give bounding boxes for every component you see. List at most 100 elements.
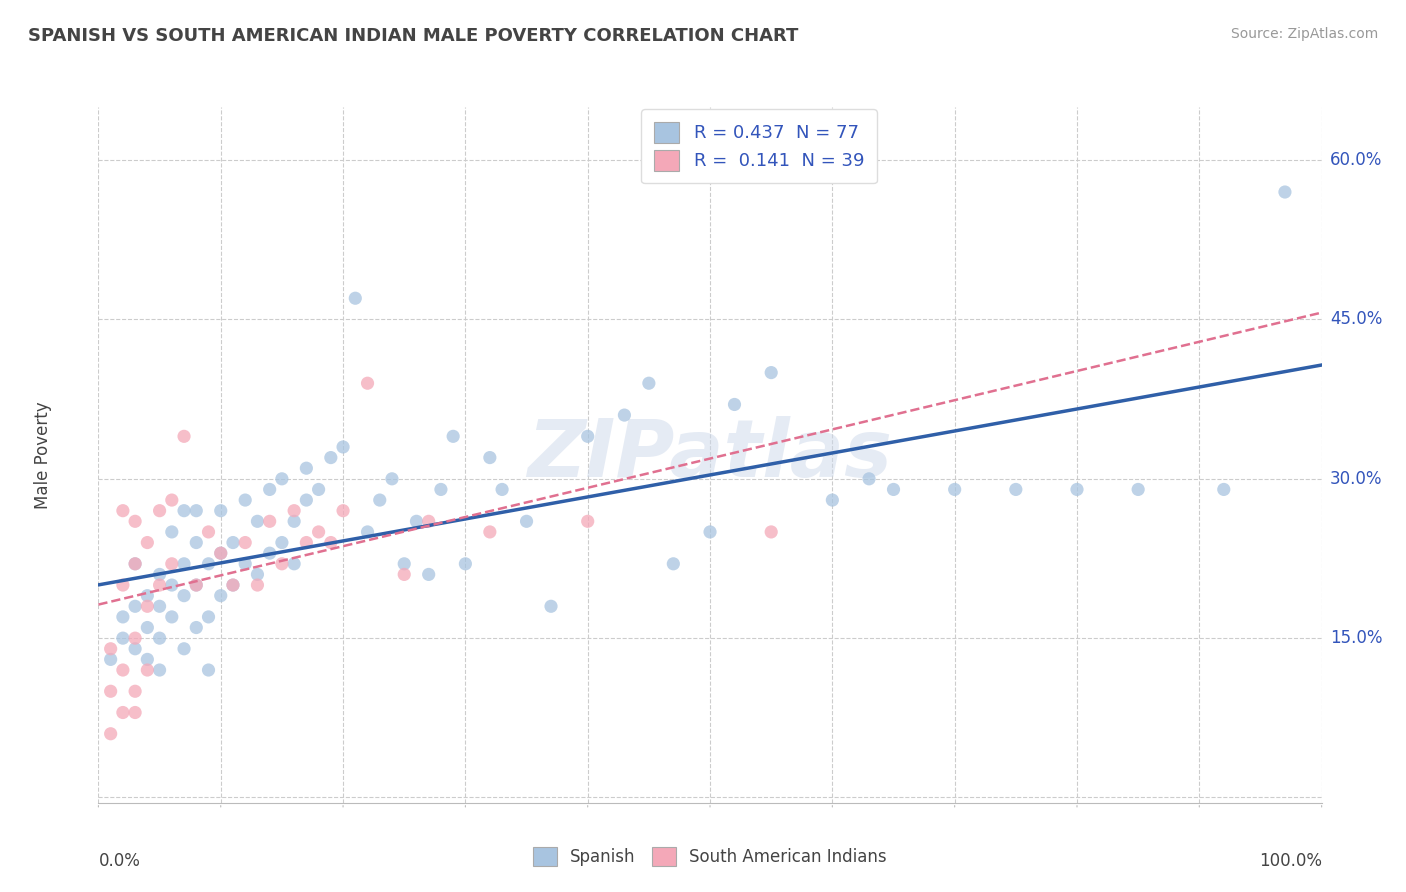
- Text: 0.0%: 0.0%: [98, 852, 141, 870]
- Point: [858, 472, 880, 486]
- Point: [149, 567, 172, 582]
- Point: [136, 621, 159, 635]
- Point: [418, 567, 440, 582]
- Point: [124, 557, 146, 571]
- Point: [222, 578, 245, 592]
- Point: [368, 493, 391, 508]
- Point: [540, 599, 562, 614]
- Point: [136, 535, 159, 549]
- Point: [149, 504, 172, 518]
- Point: [100, 727, 122, 741]
- Point: [576, 429, 599, 443]
- Point: [136, 599, 159, 614]
- Point: [381, 472, 404, 486]
- Point: [821, 493, 844, 508]
- Point: [111, 631, 134, 645]
- Point: [197, 610, 219, 624]
- Point: [943, 483, 966, 497]
- Point: [100, 684, 122, 698]
- Point: [197, 557, 219, 571]
- Point: [1274, 185, 1296, 199]
- Point: [124, 684, 146, 698]
- Point: [295, 461, 318, 475]
- Point: [197, 663, 219, 677]
- Text: 45.0%: 45.0%: [1330, 310, 1382, 328]
- Point: [295, 493, 318, 508]
- Point: [160, 610, 183, 624]
- Point: [222, 578, 245, 592]
- Point: [259, 546, 281, 560]
- Point: [136, 663, 159, 677]
- Point: [233, 493, 256, 508]
- Text: 15.0%: 15.0%: [1330, 629, 1382, 648]
- Text: Male Poverty: Male Poverty: [34, 401, 52, 508]
- Point: [197, 524, 219, 539]
- Point: [259, 483, 281, 497]
- Point: [761, 366, 783, 380]
- Point: [149, 599, 172, 614]
- Point: [270, 535, 294, 549]
- Text: Source: ZipAtlas.com: Source: ZipAtlas.com: [1230, 27, 1378, 41]
- Point: [160, 524, 183, 539]
- Point: [111, 663, 134, 677]
- Text: 100.0%: 100.0%: [1258, 852, 1322, 870]
- Point: [124, 706, 146, 720]
- Point: [662, 557, 685, 571]
- Point: [270, 472, 294, 486]
- Point: [356, 524, 378, 539]
- Point: [173, 641, 195, 656]
- Point: [515, 514, 537, 528]
- Point: [1066, 483, 1088, 497]
- Point: [209, 546, 232, 560]
- Point: [344, 291, 367, 305]
- Point: [1004, 483, 1026, 497]
- Point: [430, 483, 453, 497]
- Point: [1128, 483, 1150, 497]
- Text: ZIPatlas: ZIPatlas: [527, 416, 893, 494]
- Point: [478, 450, 501, 465]
- Point: [173, 429, 195, 443]
- Point: [441, 429, 464, 443]
- Text: SPANISH VS SOUTH AMERICAN INDIAN MALE POVERTY CORRELATION CHART: SPANISH VS SOUTH AMERICAN INDIAN MALE PO…: [28, 27, 799, 45]
- Point: [392, 557, 416, 571]
- Point: [319, 535, 342, 549]
- Point: [270, 557, 294, 571]
- Point: [392, 567, 416, 582]
- Point: [149, 578, 172, 592]
- Point: [173, 557, 195, 571]
- Point: [246, 567, 269, 582]
- Point: [136, 589, 159, 603]
- Point: [332, 504, 354, 518]
- Point: [111, 578, 134, 592]
- Point: [405, 514, 427, 528]
- Point: [124, 641, 146, 656]
- Point: [283, 504, 305, 518]
- Point: [111, 504, 134, 518]
- Point: [491, 483, 513, 497]
- Point: [233, 535, 256, 549]
- Point: [308, 483, 330, 497]
- Point: [332, 440, 354, 454]
- Point: [124, 631, 146, 645]
- Point: [186, 535, 208, 549]
- Point: [124, 514, 146, 528]
- Point: [259, 514, 281, 528]
- Point: [761, 524, 783, 539]
- Point: [1212, 483, 1234, 497]
- Point: [209, 589, 232, 603]
- Point: [111, 610, 134, 624]
- Point: [160, 493, 183, 508]
- Point: [246, 514, 269, 528]
- Point: [246, 578, 269, 592]
- Point: [478, 524, 501, 539]
- Point: [233, 557, 256, 571]
- Point: [723, 397, 745, 411]
- Point: [124, 599, 146, 614]
- Point: [160, 578, 183, 592]
- Point: [222, 535, 245, 549]
- Point: [699, 524, 721, 539]
- Point: [173, 589, 195, 603]
- Point: [100, 652, 122, 666]
- Point: [576, 514, 599, 528]
- Point: [209, 546, 232, 560]
